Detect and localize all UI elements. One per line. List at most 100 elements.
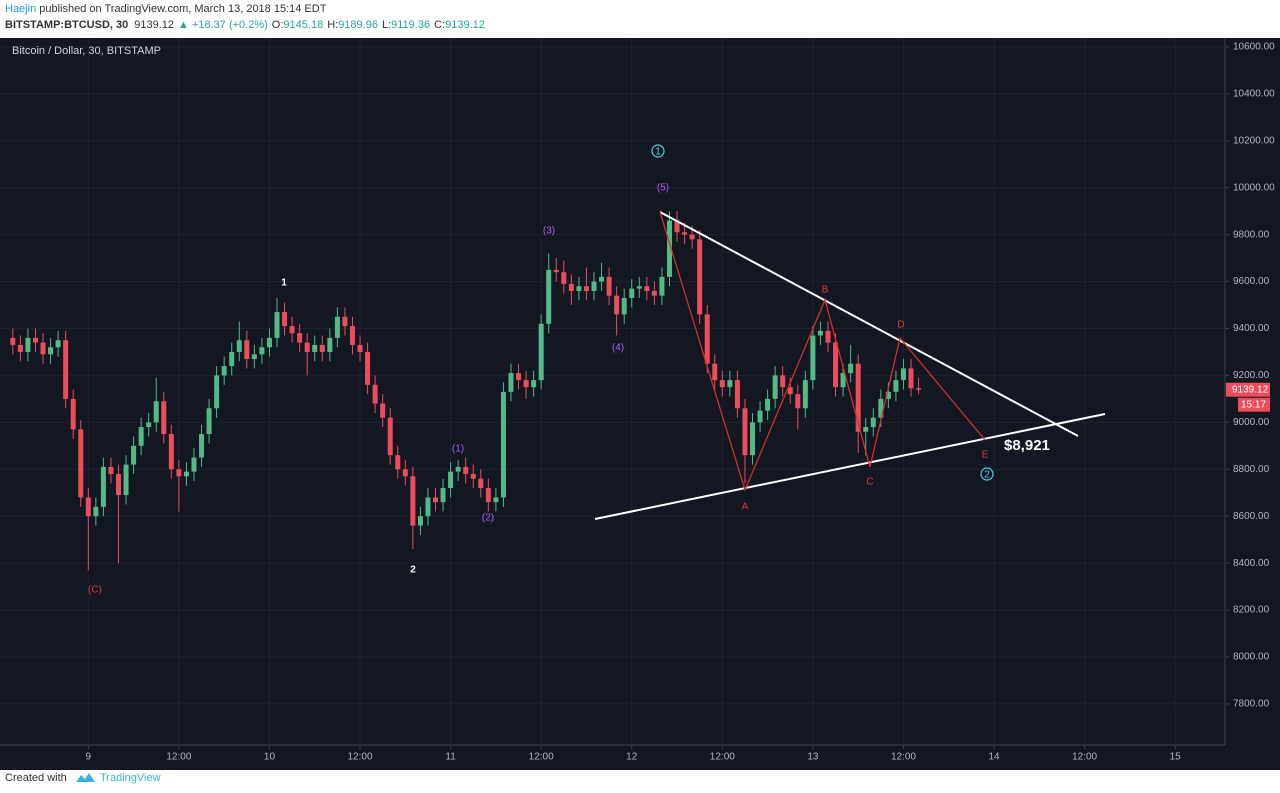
wave-label: 1 <box>281 278 287 289</box>
candle-body <box>682 232 688 235</box>
candle-body <box>742 408 748 456</box>
candle-body <box>153 401 159 423</box>
y-tick-label: 9000.00 <box>1233 417 1270 428</box>
candle-body <box>191 457 197 472</box>
candle-body <box>636 286 642 289</box>
candle-body <box>244 340 250 360</box>
candle-body <box>500 391 506 498</box>
candle-body <box>780 375 786 388</box>
candle-body <box>32 337 38 343</box>
candle-body <box>470 473 476 479</box>
wave-label: (1) <box>452 444 464 455</box>
candle-body <box>659 276 665 296</box>
candle-body <box>199 434 205 458</box>
x-tick-label: 12:00 <box>710 752 735 763</box>
candle-body <box>583 286 589 291</box>
candle-body <box>259 347 265 355</box>
candle-body <box>870 417 876 428</box>
candle-body <box>282 312 288 327</box>
candle-body <box>802 380 808 409</box>
drawings <box>594 144 1106 520</box>
candle-body <box>719 380 725 388</box>
o-value: 9145.18 <box>283 19 323 31</box>
x-tick-label: 10 <box>264 752 276 763</box>
candle-body <box>531 380 537 388</box>
x-tick-label: 12:00 <box>166 752 191 763</box>
candle-body <box>825 330 831 343</box>
footer-text: Created with <box>5 772 67 784</box>
candle-body <box>138 427 144 446</box>
candle-body <box>214 375 220 409</box>
y-tick-label: 10400.00 <box>1233 88 1275 99</box>
candle-body <box>787 387 793 395</box>
candle-body <box>297 333 303 343</box>
candle-body <box>493 497 499 503</box>
candle-body <box>576 286 582 291</box>
x-tick-label: 15 <box>1170 752 1182 763</box>
candle-body <box>417 516 423 526</box>
candle-body <box>183 471 189 477</box>
candle-body <box>463 466 469 474</box>
c-value: 9139.12 <box>445 19 485 31</box>
chart-title: Bitcoin / Dollar, 30, BITSTAMP <box>12 45 161 57</box>
o-label: O: <box>272 19 284 31</box>
candle-body <box>55 340 61 348</box>
footer-brand[interactable]: TradingView <box>100 772 161 784</box>
x-tick-label: 12:00 <box>1072 752 1097 763</box>
last: 9139.12 <box>134 19 174 31</box>
wave-label: E <box>982 450 989 461</box>
wave-label: 1 <box>655 147 661 158</box>
logo <box>76 773 95 782</box>
candle-body <box>478 478 484 489</box>
candle-body <box>561 272 567 284</box>
y-tick-label: 10600.00 <box>1233 42 1275 53</box>
candles <box>10 211 922 571</box>
header-line-2: BITSTAMP:BTCUSD, 30 9139.12 ▲ +18.37 (+0.2… <box>5 19 485 31</box>
candle-body <box>538 323 544 381</box>
candle-body <box>168 434 174 470</box>
candle-body <box>765 398 771 411</box>
candle-body <box>727 380 733 388</box>
y-tick-label: 9800.00 <box>1233 229 1270 240</box>
wave-label: A <box>742 502 749 513</box>
candle-body <box>629 288 635 298</box>
candle-body <box>221 366 227 376</box>
candle-body <box>70 398 76 430</box>
candle-body <box>365 351 371 385</box>
candle-body <box>599 276 605 282</box>
candle-body <box>591 281 597 291</box>
wave-label: 2 <box>410 565 416 576</box>
candle-body <box>274 312 280 338</box>
wave-label: B <box>822 285 829 296</box>
x-tick-label: 12 <box>626 752 638 763</box>
footer: Created with TradingView <box>5 772 161 784</box>
candle-body <box>342 316 348 327</box>
candle-body <box>312 344 318 352</box>
h-label: H: <box>327 19 338 31</box>
candle-body <box>614 295 620 315</box>
candle-body <box>115 473 121 496</box>
candle-body <box>100 466 106 507</box>
l-value: 9119.36 <box>391 19 430 31</box>
candle-body <box>10 337 16 345</box>
candle-body <box>817 330 823 336</box>
wave-path <box>659 211 986 492</box>
candle-body <box>395 455 401 470</box>
candle-body <box>410 476 416 526</box>
candle-body <box>85 497 91 517</box>
author[interactable]: Haejin <box>5 3 36 15</box>
candle-body <box>651 290 657 296</box>
wave-circle <box>651 144 665 158</box>
candle-body <box>666 220 672 277</box>
candle-body <box>266 337 272 348</box>
y-tick-label: 10000.00 <box>1233 182 1275 193</box>
candle-body <box>63 340 69 399</box>
candle-body <box>440 488 446 503</box>
candle-body <box>387 417 393 456</box>
candle-body <box>17 344 23 352</box>
candle-body <box>916 388 922 390</box>
candle-body <box>508 373 514 392</box>
candle-body <box>704 314 710 364</box>
price-tag-text: 9139.12 <box>1232 384 1269 395</box>
